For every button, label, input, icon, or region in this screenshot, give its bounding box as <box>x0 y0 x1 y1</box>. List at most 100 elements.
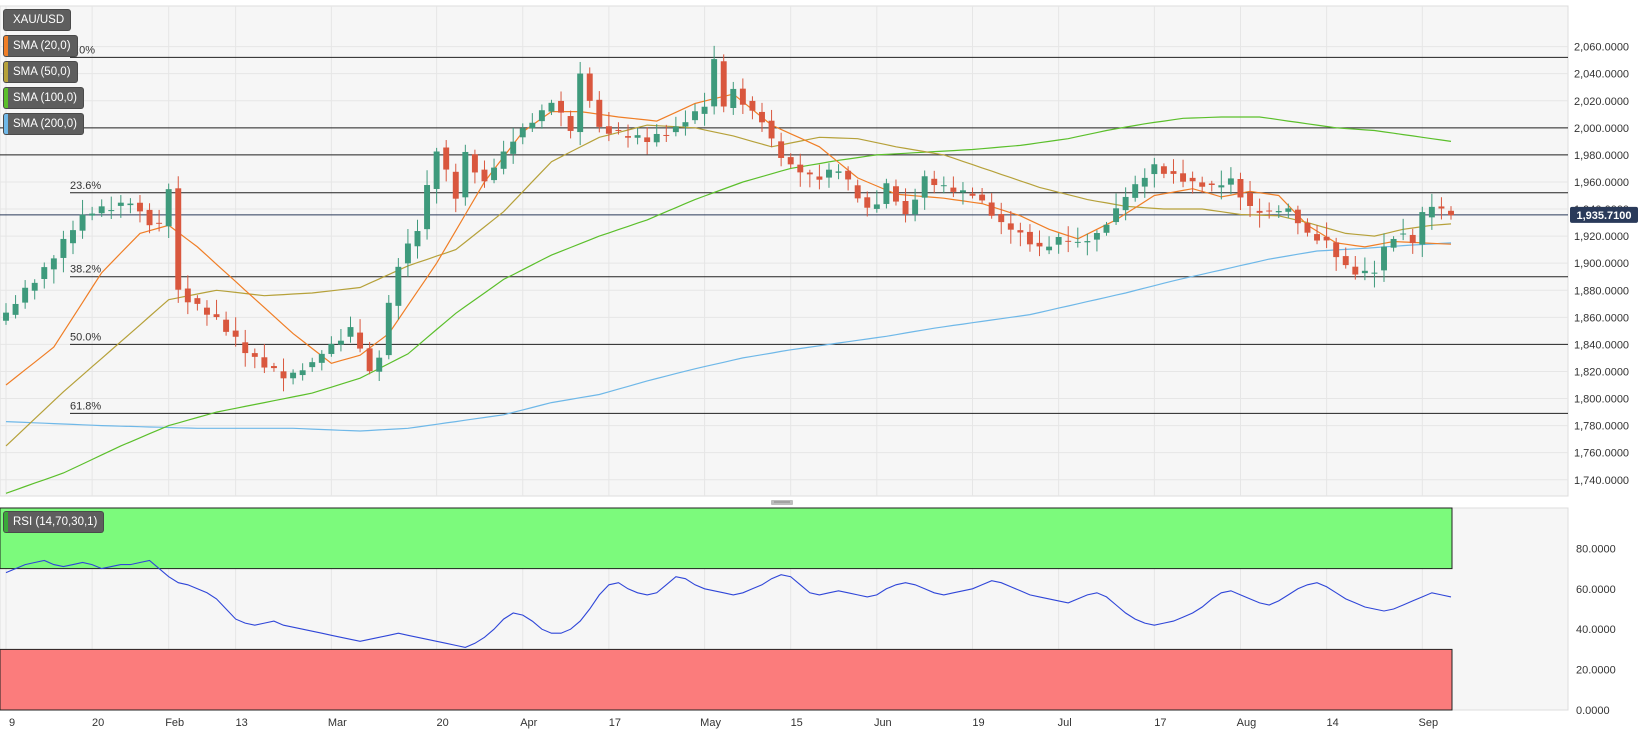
candlestick <box>1314 225 1320 245</box>
candlestick <box>1074 227 1081 248</box>
candlestick <box>60 230 67 273</box>
legend-item: XAU/USD <box>4 10 71 30</box>
x-tick-label: 15 <box>791 717 803 729</box>
candle-body <box>337 340 344 345</box>
candlestick <box>1342 247 1349 269</box>
candlestick <box>223 311 230 336</box>
candlestick <box>1448 206 1454 220</box>
candlestick <box>366 341 373 375</box>
candlestick <box>1409 228 1416 254</box>
candlestick <box>826 163 832 188</box>
candle-body <box>108 210 115 212</box>
candlestick <box>1438 197 1445 220</box>
candle-body <box>318 353 325 363</box>
candlestick <box>1304 218 1311 237</box>
candlestick <box>395 258 402 320</box>
candlestick <box>739 78 746 115</box>
candle-body <box>864 197 871 208</box>
x-tick-label: 19 <box>972 717 984 729</box>
candle-body <box>969 193 976 196</box>
candle-body <box>79 214 86 231</box>
candle-body <box>1074 241 1081 243</box>
candlestick <box>433 147 440 204</box>
main-plot-area <box>0 5 1569 497</box>
candlestick <box>1103 221 1110 236</box>
candlestick <box>1208 180 1215 192</box>
candle-body <box>443 147 450 170</box>
candlestick <box>156 209 163 232</box>
candlestick <box>1275 205 1282 218</box>
candlestick <box>1266 202 1273 219</box>
candlestick <box>203 300 210 326</box>
candle-body <box>1409 234 1416 244</box>
sma-20-line <box>5 93 1452 386</box>
candle-body <box>682 122 689 127</box>
candle-body <box>414 231 421 247</box>
candle-body <box>404 243 411 264</box>
candlestick <box>1323 222 1330 249</box>
candlestick <box>452 163 459 213</box>
axes-layer: 2,060.0000 2,040.0000 2,020.0000 2,000.0000… <box>9 42 1638 729</box>
candlestick <box>816 164 823 190</box>
legend-label: SMA (100,0) <box>13 92 77 104</box>
candle-body <box>931 178 938 186</box>
candle-body <box>1132 184 1139 198</box>
candlestick <box>1400 218 1407 241</box>
candle-body <box>768 120 775 139</box>
x-tick-label: 9 <box>9 717 15 729</box>
candlestick <box>653 124 660 147</box>
legend-label: SMA (200,0) <box>13 118 77 130</box>
candle-body <box>730 88 737 108</box>
candle-body <box>988 202 995 216</box>
candle-body <box>452 171 459 199</box>
candlestick <box>261 343 268 374</box>
candlestick <box>835 164 842 180</box>
candle-body <box>1275 210 1282 213</box>
candle-body <box>1093 233 1100 240</box>
candle-body <box>854 185 861 199</box>
candlestick <box>70 220 76 255</box>
candlestick <box>98 199 105 217</box>
candle-body <box>462 151 469 198</box>
candlestick <box>864 191 871 217</box>
rsi-legend: RSI (14,70,30,1) <box>4 512 104 532</box>
candlestick <box>194 295 201 311</box>
candle-body <box>605 126 612 134</box>
candlestick <box>471 149 478 184</box>
candle-body <box>328 343 335 354</box>
candle-body <box>529 122 536 129</box>
candle-body <box>806 172 813 175</box>
candle-body <box>797 164 804 173</box>
candle-body <box>1371 272 1378 274</box>
y-tick-label: 2,040.0000 <box>1574 69 1629 81</box>
candles-layer <box>3 45 1454 392</box>
candlestick <box>108 196 115 219</box>
candle-body <box>31 282 38 291</box>
candlestick <box>644 127 651 155</box>
rsi-line <box>5 559 1452 648</box>
candlestick <box>1046 236 1053 255</box>
rsi-y-tick-label: 40.0000 <box>1576 624 1616 636</box>
candle-body <box>175 188 182 290</box>
candle-body <box>1160 166 1167 174</box>
candlestick <box>1170 159 1177 184</box>
candlestick <box>1285 203 1292 218</box>
candlestick <box>854 179 861 203</box>
candle-body <box>232 330 239 337</box>
candle-body <box>692 111 698 121</box>
x-tick-label: Jun <box>874 717 892 729</box>
y-tick-label: 1,900.0000 <box>1574 258 1629 270</box>
candle-body <box>586 73 593 101</box>
candlestick <box>787 153 794 169</box>
current-price-tag <box>1570 206 1638 223</box>
candlestick <box>385 294 392 360</box>
candle-body <box>959 190 966 193</box>
rsi-layer <box>0 507 1453 711</box>
candle-body <box>1266 210 1273 212</box>
candlestick <box>1122 187 1129 221</box>
candle-body <box>1390 238 1397 248</box>
candle-body <box>940 185 947 187</box>
candle-body <box>1199 182 1206 187</box>
candle-body <box>826 169 832 178</box>
